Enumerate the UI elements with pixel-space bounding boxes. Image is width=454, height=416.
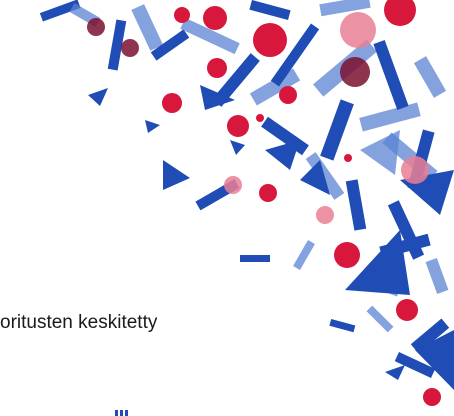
- slide-text: oritusten keskitetty: [0, 312, 158, 333]
- confetti: [39, 0, 454, 416]
